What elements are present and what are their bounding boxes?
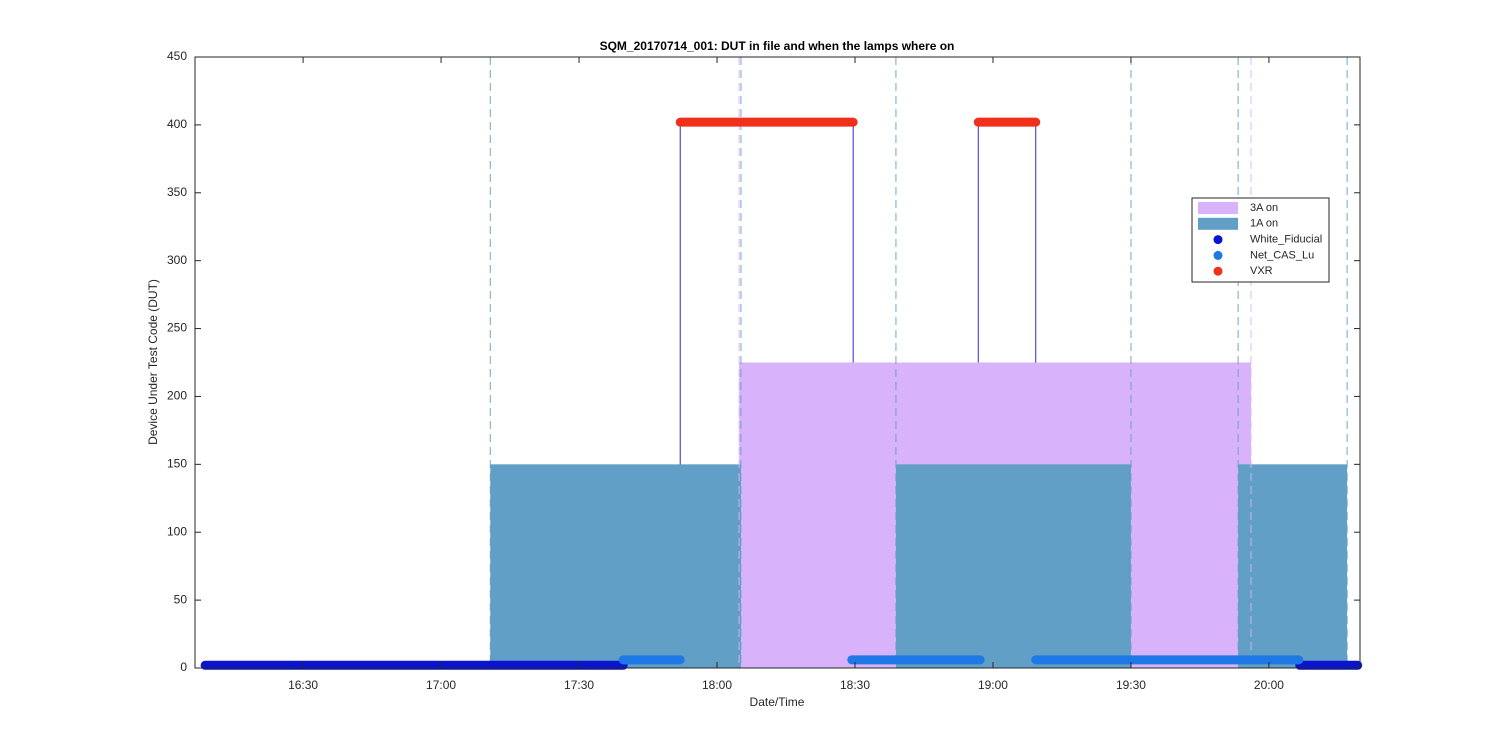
legend-marker	[1213, 250, 1223, 260]
y-tick-label: 50	[174, 592, 188, 606]
y-axis-label: Device Under Test Code (DUT)	[146, 279, 160, 445]
legend-label: 1A on	[1250, 218, 1278, 230]
legend-label: 3A on	[1250, 202, 1278, 214]
shade-area	[1238, 464, 1348, 668]
shade-area	[490, 464, 741, 668]
legend-swatch	[1198, 217, 1238, 230]
legend: 3A on 1A on White_Fiducial Net_CAS_Lu VXR	[1191, 197, 1330, 283]
x-tick-label: 17:30	[564, 678, 594, 692]
legend-marker	[1213, 235, 1223, 245]
plot-area: 0 50 100 150 200 250 300 350 400 450 16:30 17:00 17:…	[167, 49, 1363, 692]
x-tick-label: 17:00	[426, 678, 456, 692]
x-tick-label: 19:30	[1116, 678, 1146, 692]
y-tick-label: 100	[167, 524, 187, 538]
x-tick-label: 19:00	[978, 678, 1008, 692]
legend-marker	[1213, 266, 1223, 276]
y-tick-label: 350	[167, 185, 187, 199]
x-tick-label: 20:00	[1254, 678, 1284, 692]
x-axis-label: Date/Time	[750, 695, 805, 709]
legend-label: Net_CAS_Lu	[1250, 249, 1314, 261]
y-tick-label: 450	[167, 49, 187, 63]
y-tick-label: 150	[167, 457, 187, 471]
axes-box	[194, 56, 1361, 669]
y-tick-label: 300	[167, 253, 187, 267]
chart-title: SQM_20170714_001: DUT in file and when t…	[600, 39, 955, 53]
y-tick-label: 250	[167, 321, 187, 335]
y-tick-label: 200	[167, 389, 187, 403]
legend-label: VXR	[1250, 265, 1273, 277]
y-tick-label: 400	[167, 117, 187, 131]
x-tick-label: 16:30	[288, 678, 318, 692]
shade-area	[895, 464, 1131, 668]
y-tick-label: 0	[180, 660, 187, 674]
x-tick-label: 18:30	[840, 678, 870, 692]
legend-swatch	[1198, 202, 1238, 214]
legend-label: White_Fiducial	[1250, 234, 1322, 246]
x-tick-label: 18:00	[702, 678, 732, 692]
